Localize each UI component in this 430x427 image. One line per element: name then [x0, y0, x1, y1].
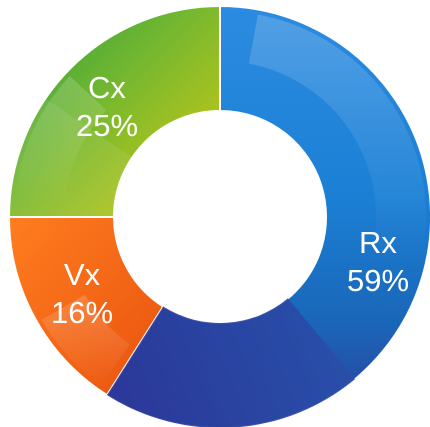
slice-highlight-rx [248, 14, 426, 260]
label-rx-value: 59% [347, 263, 409, 298]
label-cx-name: Cx [88, 70, 126, 105]
label-vx-name: Vx [64, 257, 101, 292]
overlay-layer [9, 14, 426, 427]
slice-highlight-vx [41, 294, 130, 386]
label-rx-name: Rx [359, 225, 397, 260]
slice-highlight-cx [14, 75, 107, 205]
donut-hole [115, 112, 325, 322]
label-vx-value: 16% [51, 295, 113, 330]
slice-rx-lower-shade [106, 298, 356, 427]
label-cx-value: 25% [76, 108, 138, 143]
